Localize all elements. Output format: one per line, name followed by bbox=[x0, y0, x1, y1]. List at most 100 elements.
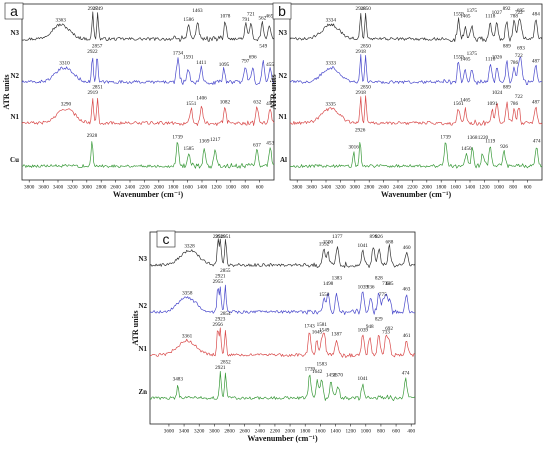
peak-label: 1739 bbox=[172, 134, 183, 140]
x-tick-label: 1600 bbox=[450, 185, 461, 191]
x-tick-label: 600 bbox=[256, 185, 264, 191]
x-tick-label: 3600 bbox=[38, 185, 49, 191]
peak-label: 1091 bbox=[487, 101, 498, 107]
x-tick-label: 1800 bbox=[436, 185, 447, 191]
peak-label: 722 bbox=[515, 10, 523, 16]
peak-label: 1118 bbox=[485, 14, 495, 20]
peak-label: 1642 bbox=[312, 369, 323, 375]
peak-label: 826 bbox=[375, 234, 383, 240]
peak-label: 899 bbox=[370, 234, 378, 240]
peak-label: 1026 bbox=[492, 55, 503, 61]
peak-label: 2850 bbox=[360, 44, 371, 50]
peak-label: 829 bbox=[375, 317, 383, 323]
peak-label: 1645 bbox=[312, 330, 323, 336]
peak-label: 3334 bbox=[326, 18, 337, 24]
peak-label: 2921 bbox=[215, 274, 226, 280]
peak-label: 685 bbox=[386, 281, 394, 287]
series-label: N1 bbox=[278, 113, 287, 121]
peak-label: 2854 bbox=[220, 311, 231, 317]
x-tick-label: 2200 bbox=[407, 185, 418, 191]
x-tick-label: 800 bbox=[377, 429, 385, 435]
peak-label: 463 bbox=[403, 287, 411, 293]
peak-label: 1118 bbox=[485, 57, 495, 63]
x-tick-label: 2000 bbox=[422, 185, 433, 191]
x-tick-label: 2800 bbox=[224, 429, 235, 435]
peak-label: 632 bbox=[253, 99, 261, 105]
peak-label: 2917 bbox=[88, 6, 99, 12]
x-tick-label: 3800 bbox=[24, 185, 35, 191]
peak-label: 2857 bbox=[92, 44, 103, 50]
x-tick-label: 1600 bbox=[315, 429, 326, 435]
peak-label: 1375 bbox=[467, 51, 478, 57]
peak-label: 1583 bbox=[316, 362, 327, 368]
peak-label: 1550 bbox=[319, 292, 330, 298]
panel-a: a 3800 3600 3400 3200 3000 2800 2600 2400 2200 200… bbox=[2, 2, 275, 199]
plot-frame bbox=[149, 231, 416, 425]
x-tick-label: 1200 bbox=[345, 429, 356, 435]
peak-label: 1549 bbox=[319, 328, 330, 334]
peak-label: 3335 bbox=[325, 102, 336, 108]
peak-label: 2919 bbox=[215, 234, 226, 240]
peak-label: 797 bbox=[242, 58, 250, 64]
peak-label: 1024 bbox=[492, 90, 503, 96]
y-axis-label: ATR units bbox=[2, 74, 11, 109]
peak-label: 549 bbox=[259, 44, 267, 50]
svg-text:a: a bbox=[10, 3, 18, 19]
spectrum-line bbox=[21, 11, 275, 42]
x-axis-label: Wavenumber (cm⁻¹) bbox=[247, 434, 318, 443]
peak-label: 3290 bbox=[61, 102, 72, 108]
peak-label: 2922 bbox=[87, 49, 98, 55]
x-tick-label: 2800 bbox=[364, 185, 375, 191]
peak-label: 474 bbox=[402, 371, 410, 377]
peak-label: 2951 bbox=[213, 234, 224, 240]
series-label: N3 bbox=[278, 29, 287, 37]
peak-label: 721 bbox=[247, 12, 255, 18]
peak-label: 1591 bbox=[183, 55, 194, 61]
plot-frame bbox=[289, 3, 543, 181]
peak-label: 2918 bbox=[356, 6, 367, 12]
spectrum-line bbox=[149, 370, 416, 401]
peak-label: 722 bbox=[515, 53, 523, 59]
peak-label: 1465 bbox=[460, 14, 471, 20]
series-label: N1 bbox=[138, 345, 147, 353]
x-tick-label: 2600 bbox=[378, 185, 389, 191]
x-tick-label: 2000 bbox=[285, 429, 296, 435]
y-axis-label: ATR units bbox=[131, 310, 140, 345]
x-tick-label: 600 bbox=[392, 429, 400, 435]
peak-label: 2918 bbox=[356, 90, 367, 96]
peak-label: 786 bbox=[510, 101, 518, 107]
x-tick-label: 3200 bbox=[67, 185, 78, 191]
svg-text:b: b bbox=[278, 3, 286, 19]
peak-label: 456 bbox=[266, 101, 274, 107]
x-tick-label: 3200 bbox=[335, 185, 346, 191]
peak-label: 3310 bbox=[59, 61, 70, 67]
x-tick-label: 2200 bbox=[139, 185, 150, 191]
spectrum-line bbox=[149, 327, 416, 358]
peak-label: 3361 bbox=[182, 334, 193, 340]
spectrum-line bbox=[21, 141, 275, 169]
x-tick-label: 3400 bbox=[53, 185, 64, 191]
spectrum-line bbox=[149, 284, 416, 315]
peak-label: 1561 bbox=[453, 101, 464, 107]
peak-label: 1551 bbox=[186, 101, 197, 107]
x-tick-label: 800 bbox=[509, 185, 517, 191]
x-tick-label: 1000 bbox=[361, 429, 372, 435]
x-tick-label: 1200 bbox=[211, 185, 222, 191]
peak-label: 775 bbox=[379, 292, 387, 298]
peak-label: 1369 bbox=[199, 139, 210, 145]
peak-label: 733 bbox=[382, 330, 390, 336]
peak-label: 696 bbox=[249, 55, 257, 61]
peak-label: 948 bbox=[366, 324, 374, 330]
peak-label: 484 bbox=[532, 12, 540, 18]
spectrum-line bbox=[289, 142, 543, 169]
panel-c: c 3600 3400 3200 3000 2800 2600 2400 2200 2000 180… bbox=[131, 230, 416, 443]
x-tick-label: 3000 bbox=[209, 429, 220, 435]
peak-label: 2851 bbox=[92, 85, 103, 91]
peak-label: 1734 bbox=[173, 50, 184, 56]
